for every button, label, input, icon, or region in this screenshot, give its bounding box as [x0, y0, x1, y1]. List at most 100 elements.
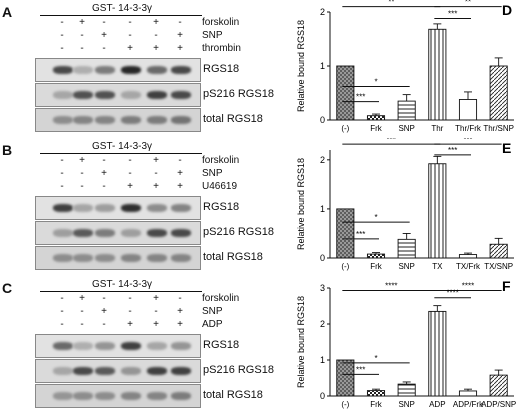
treatment-sign: +	[177, 181, 183, 192]
bar-chart: E Relative bound RGS18 0 1 2 (-) Frk SNP TX TX/Fr…	[296, 138, 514, 271]
protein-band	[171, 204, 191, 212]
bar	[336, 359, 355, 397]
treatment-sign: -	[102, 293, 106, 304]
protein-band	[73, 367, 93, 375]
treatment-sign: -	[154, 30, 158, 41]
protein-band	[121, 204, 141, 212]
bar	[336, 208, 355, 259]
protein-band	[147, 392, 167, 400]
treatment-sign: +	[101, 168, 107, 179]
significance-label: ****	[446, 289, 458, 298]
treatment-name: forskolin	[202, 155, 240, 166]
x-tick-label: Thr	[431, 124, 443, 133]
protein-band	[95, 204, 115, 212]
treatment-sign: +	[153, 155, 159, 166]
panel-letter: F	[502, 278, 511, 294]
protein-band	[147, 254, 167, 262]
treatment-sign: -	[128, 293, 132, 304]
treatment-sign: -	[128, 306, 132, 317]
protein-band	[53, 66, 73, 74]
protein-band	[53, 204, 73, 212]
protein-band	[53, 367, 73, 375]
blot-strip	[35, 196, 201, 220]
treatment-sign: -	[60, 306, 64, 317]
bar	[458, 390, 478, 397]
treatment-sign: +	[177, 168, 183, 179]
protein-band	[147, 367, 167, 375]
protein-band	[171, 116, 191, 124]
protein-band	[171, 392, 191, 400]
treatment-sign: -	[80, 319, 84, 330]
treatment-sign: -	[128, 17, 132, 28]
treatment-sign: -	[102, 155, 106, 166]
blot-label: RGS18	[203, 339, 240, 351]
protein-band	[171, 229, 191, 237]
blot-strip	[35, 334, 201, 358]
protein-band	[53, 392, 73, 400]
protein-band	[95, 254, 115, 262]
treatment-sign: +	[101, 30, 107, 41]
x-tick-label: (-)	[341, 262, 349, 271]
x-tick-label: ADP/Frk	[453, 400, 484, 409]
y-tick-label: 0	[320, 253, 325, 263]
blot-label: pS216 RGS18	[203, 88, 274, 100]
bar	[489, 243, 508, 259]
protein-band	[95, 342, 115, 350]
protein-band	[121, 91, 141, 99]
blot-strip	[35, 384, 201, 408]
x-tick-label: SNP	[398, 400, 414, 409]
x-tick-label: ADP	[429, 400, 445, 409]
x-tick-label: Thr/Frk	[455, 124, 482, 133]
blot-strip	[35, 246, 201, 270]
protein-band	[171, 91, 191, 99]
protein-band	[121, 229, 141, 237]
treatment-sign: -	[80, 30, 84, 41]
treatment-sign: -	[178, 155, 182, 166]
protein-band	[147, 229, 167, 237]
treatment-sign: -	[60, 319, 64, 330]
significance-label: **	[465, 0, 471, 7]
blot-label: pS216 RGS18	[203, 364, 274, 376]
treatment-sign: +	[127, 319, 133, 330]
significance-label: ****	[385, 282, 397, 291]
treatment-name: forskolin	[202, 293, 240, 304]
protein-band	[171, 66, 191, 74]
protein-band	[121, 342, 141, 350]
treatment-sign: +	[101, 306, 107, 317]
treatment-sign: +	[79, 17, 85, 28]
treatment-sign: -	[60, 155, 64, 166]
header-underline	[40, 153, 202, 154]
header-underline	[40, 291, 202, 292]
bar	[397, 100, 416, 121]
panel-letter: C	[2, 280, 13, 296]
gst-header: GST- 14-3-3γ	[92, 3, 153, 14]
protein-band	[73, 66, 93, 74]
treatment-sign: +	[79, 155, 85, 166]
significance-label: ***	[448, 9, 457, 18]
bar	[428, 28, 447, 121]
y-tick-label: 2	[320, 7, 325, 17]
protein-band	[73, 392, 93, 400]
treatment-sign: +	[177, 306, 183, 317]
protein-band	[95, 91, 115, 99]
protein-band	[95, 367, 115, 375]
treatment-sign: -	[128, 155, 132, 166]
panel-letter: B	[2, 142, 13, 158]
protein-band	[95, 116, 115, 124]
protein-band	[95, 392, 115, 400]
treatment-sign: -	[80, 43, 84, 54]
treatment-sign: -	[60, 293, 64, 304]
treatment-sign: -	[60, 30, 64, 41]
treatment-sign: -	[80, 181, 84, 192]
protein-band	[147, 91, 167, 99]
treatment-sign: +	[127, 43, 133, 54]
treatment-sign: +	[153, 293, 159, 304]
treatment-sign: -	[102, 181, 106, 192]
significance-label: *	[374, 213, 377, 222]
significance-label: ****	[462, 282, 474, 291]
blot-label: RGS18	[203, 201, 240, 213]
blot-strip	[35, 108, 201, 132]
x-tick-label: Frk	[370, 124, 383, 133]
y-tick-label: 2	[320, 155, 325, 165]
bar-chart: F Relative bound RGS18 0 1 2 3 (-) Frk SNP ADP ADP…	[296, 278, 516, 409]
